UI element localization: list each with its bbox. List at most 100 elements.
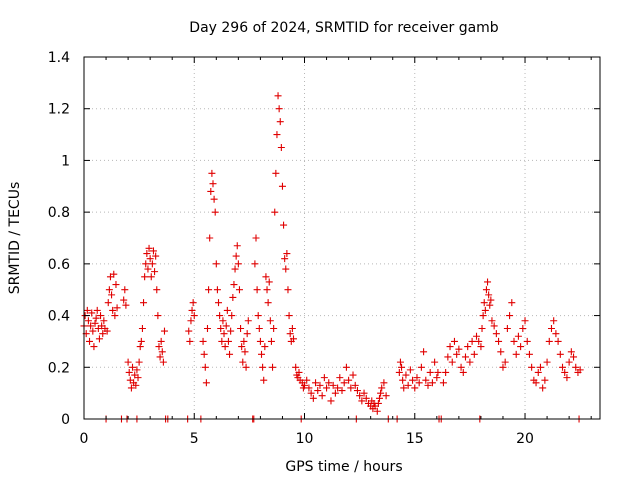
data-point [395,368,403,376]
data-point [149,247,157,255]
data-point [402,371,410,379]
y-tick-label: 0.4 [48,309,70,325]
data-point [125,368,133,376]
data-point [157,337,165,345]
data-point [224,337,232,345]
data-point [213,286,221,294]
data-point [517,343,525,351]
data-point [228,312,236,320]
data-point [208,169,216,177]
data-point [521,317,529,325]
data-point [264,299,272,307]
data-point [275,105,283,113]
data-point [132,381,140,389]
data-point [301,381,309,389]
data-point [134,374,142,382]
data-point [121,286,129,294]
data-point [84,317,92,325]
data-point [519,325,527,332]
data-point [145,244,153,252]
data-point [490,322,498,330]
data-point [473,332,481,340]
data-point [565,358,573,366]
data-point [266,317,274,325]
data-point [159,358,167,366]
data-point [222,322,230,330]
data-point [312,379,320,387]
data-point [254,312,262,320]
x-tick-labels: 0 5 10 15 20 [80,431,534,447]
data-point [154,312,162,320]
data-point [283,250,291,258]
data-point [215,299,223,307]
data-point [146,255,154,263]
data-point [99,330,107,338]
data-point [431,358,439,366]
data-point [242,363,250,371]
data-point [221,343,229,351]
data-point [185,327,193,335]
data-point [413,374,421,382]
data-point [512,350,520,358]
data-point [305,384,313,392]
data-point [409,376,417,384]
data-point [426,368,434,376]
data-point [190,312,198,320]
data-point [398,363,406,371]
data-point [444,353,452,361]
data-point [495,337,503,345]
data-point [459,368,467,376]
data-point [468,337,476,345]
data-point [288,325,296,332]
data-point [477,343,485,351]
data-point [160,327,168,335]
data-point [100,317,108,325]
data-point [485,291,493,299]
data-point [240,337,248,345]
data-point [510,337,518,345]
data-point [356,392,364,400]
data-point [141,273,149,281]
data-point [434,368,442,376]
data-point [265,278,273,286]
data-point [244,317,252,325]
data-point [536,363,544,371]
x-tick-label: 10 [296,431,314,447]
data-point [501,358,509,366]
data-point [377,389,385,397]
data-point [455,345,463,353]
data-point [424,381,432,389]
plot-frame [83,56,601,420]
x-tick-label: 15 [406,431,424,447]
data-point [108,291,116,299]
data-point [353,387,361,395]
x-tick-label: 20 [516,431,534,447]
data-point [525,350,533,358]
data-point [243,330,251,338]
data-point [314,387,322,395]
data-point [256,337,264,345]
data-point [292,363,300,371]
data-point [90,343,98,351]
data-point [153,286,161,294]
data-point [318,392,326,400]
data-point [156,353,164,361]
data-point [227,327,235,335]
data-point [378,384,386,392]
data-point [271,208,279,216]
data-point [104,299,112,307]
data-point [187,317,195,325]
data-point [492,330,500,338]
data-point [200,350,208,358]
tick-marks [83,56,600,420]
y-axis-label: SRMTID / TECUs [7,182,23,295]
data-point [482,286,490,294]
data-point [320,374,328,382]
data-point [559,363,567,371]
data-point [235,286,243,294]
y-tick-label: 0 [61,412,70,428]
y-tick-label: 0.6 [48,257,70,273]
data-point [270,325,278,332]
data-point [234,260,242,268]
data-point [127,384,135,392]
